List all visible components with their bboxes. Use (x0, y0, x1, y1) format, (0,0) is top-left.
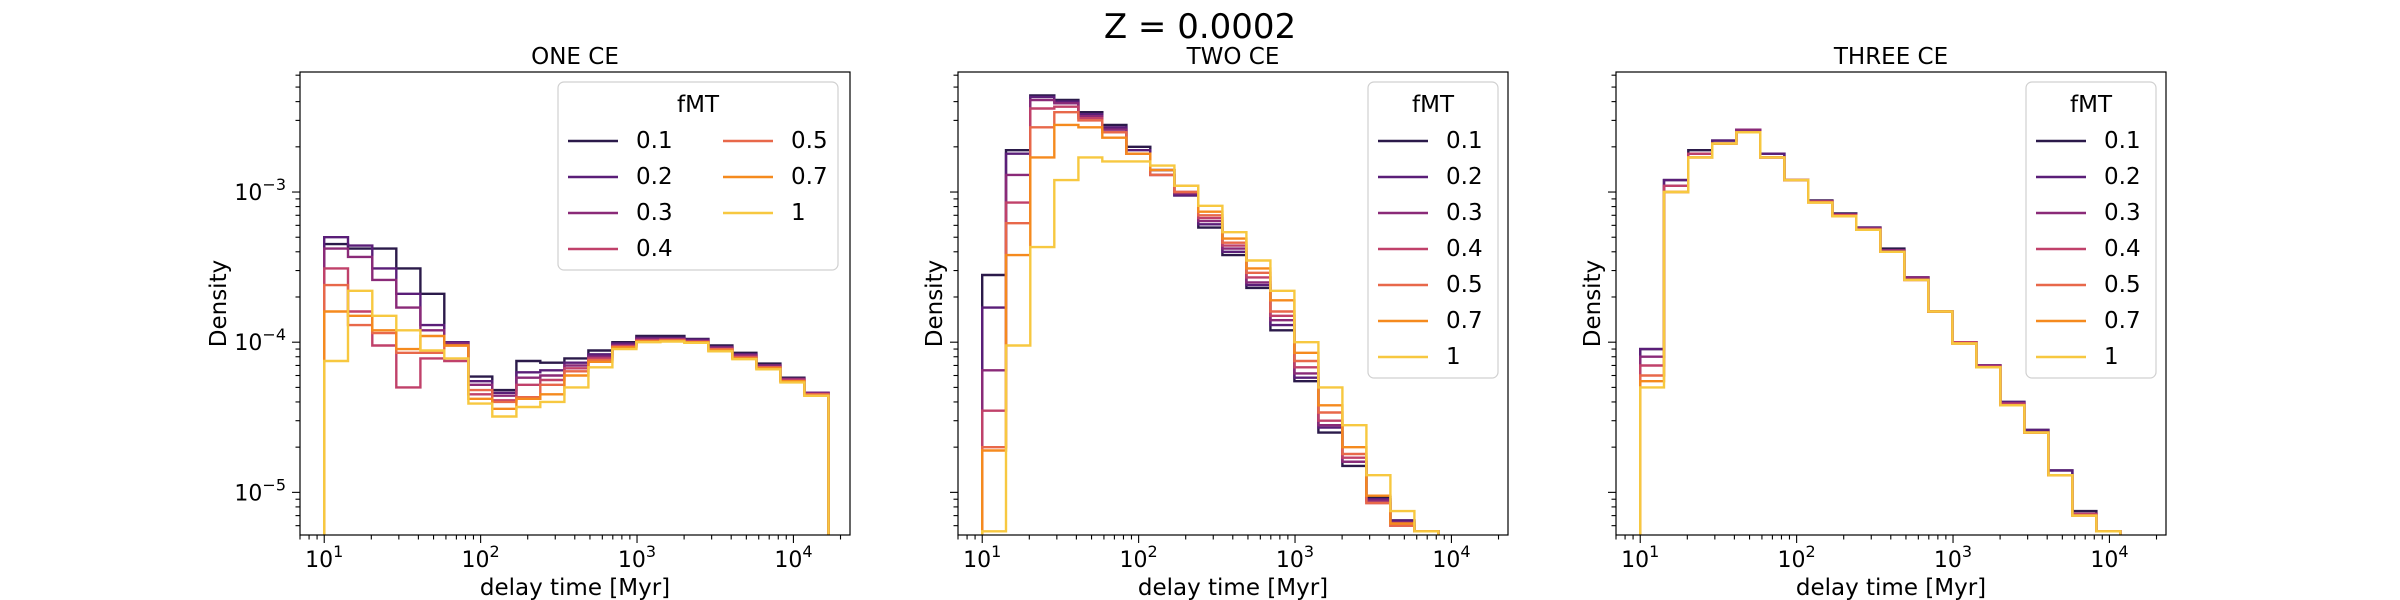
legend-label: 0.5 (2104, 272, 2141, 298)
panel-title: THREE CE (1833, 44, 1948, 70)
series-line-1 (1639, 131, 2122, 535)
legend-label: 0.1 (1446, 128, 1483, 154)
x-tick-label: 104 (2090, 542, 2128, 573)
legend-label: 0.2 (1446, 164, 1483, 190)
x-tick-label: 103 (1934, 542, 1972, 573)
series-line-0_1 (323, 242, 830, 535)
legend-item: 0.3 (568, 200, 673, 226)
legend-item: 0.1 (1378, 128, 1483, 154)
legend-title: fMT (2070, 92, 2113, 118)
x-tick-label: 102 (462, 542, 500, 573)
legend-item: 1 (1378, 344, 1461, 370)
legend-item: 0.1 (2036, 128, 2141, 154)
legend-item: 0.5 (1378, 272, 1483, 298)
series-group (981, 94, 1440, 535)
x-tick-label: 103 (1276, 542, 1314, 573)
legend-item: 0.7 (2036, 308, 2141, 334)
figure-title: Z = 0.0002 (1104, 7, 1296, 47)
legend-label: 0.5 (791, 128, 828, 154)
series-group (323, 236, 830, 535)
y-tick-label: 10−3 (234, 175, 286, 206)
legend-label: 0.7 (1446, 308, 1483, 334)
legend-item: 0.7 (723, 164, 828, 190)
panel-3: 101 102 103 104 THREE CE delay time [Myr] Dens… (1580, 44, 2167, 600)
legend-title: fMT (677, 92, 720, 118)
legend: fMT 0.1 0.2 0.3 0.4 0.5 0.7 1 (2025, 81, 2157, 379)
x-tick-label: 101 (963, 542, 1001, 573)
legend-label: 0.1 (636, 128, 673, 154)
series-line-0_5 (323, 283, 830, 535)
x-tick-label: 104 (1432, 542, 1470, 573)
legend-item: 0.7 (1378, 308, 1483, 334)
legend-item: 0.5 (723, 128, 828, 154)
y-axis-label: Density (1580, 260, 1606, 347)
legend-label: 0.3 (2104, 200, 2141, 226)
x-tick-label: 103 (618, 542, 656, 573)
x-tick-label: 104 (774, 542, 812, 573)
series-group (1639, 128, 2122, 535)
legend-label: 0.3 (636, 200, 673, 226)
legend-label: 0.4 (2104, 236, 2141, 262)
legend-item: 1 (2036, 344, 2119, 370)
legend-label: 1 (2104, 344, 2119, 370)
legend-title: fMT (1412, 92, 1455, 118)
panel-1: 101 102 103 104 10−5 10−4 10−3 ONE CE delay time… (206, 44, 851, 600)
x-axis-label: delay time [Myr] (480, 575, 670, 600)
x-tick-label: 101 (305, 542, 343, 573)
legend-box (1367, 81, 1499, 379)
legend-item: 0.4 (1378, 236, 1483, 262)
legend-box (2025, 81, 2157, 379)
x-tick-label: 102 (1778, 542, 1816, 573)
legend-label: 1 (1446, 344, 1461, 370)
legend-item: 0.3 (2036, 200, 2141, 226)
panels: 101 102 103 104 10−5 10−4 10−3 ONE CE delay time… (206, 44, 2167, 600)
legend-item: 0.4 (568, 236, 673, 262)
x-tick-label: 101 (1621, 542, 1659, 573)
legend-label: 0.2 (2104, 164, 2141, 190)
legend-label: 0.5 (1446, 272, 1483, 298)
x-tick-label: 102 (1120, 542, 1158, 573)
legend-label: 0.7 (791, 164, 828, 190)
legend-label: 0.4 (636, 236, 673, 262)
legend-label: 0.4 (1446, 236, 1483, 262)
legend-label: 0.2 (636, 164, 673, 190)
y-axis-label: Density (922, 260, 948, 347)
panel-2: 101 102 103 104 TWO CE delay time [Myr] Densit… (922, 44, 1509, 600)
legend-item: 0.5 (2036, 272, 2141, 298)
series-line-0_7 (323, 310, 830, 535)
series-line-1 (981, 156, 1440, 535)
legend-item: 1 (723, 200, 806, 226)
panel-title: ONE CE (531, 44, 619, 70)
legend-item: 0.4 (2036, 236, 2141, 262)
y-tick-label: 10−4 (234, 325, 286, 356)
legend-item: 0.2 (568, 164, 673, 190)
legend-item: 0.1 (568, 128, 673, 154)
x-axis-label: delay time [Myr] (1138, 575, 1328, 600)
legend-label: 0.7 (2104, 308, 2141, 334)
y-tick-label: 10−5 (234, 475, 286, 506)
y-axis-label: Density (206, 260, 232, 347)
legend-label: 0.1 (2104, 128, 2141, 154)
legend: fMT 0.1 0.2 0.3 0.4 0.5 0.7 1 (1367, 81, 1499, 379)
legend-label: 0.3 (1446, 200, 1483, 226)
x-axis-label: delay time [Myr] (1796, 575, 1986, 600)
panel-title: TWO CE (1186, 44, 1280, 70)
legend-item: 0.3 (1378, 200, 1483, 226)
legend-label: 1 (791, 200, 806, 226)
legend-item: 0.2 (2036, 164, 2141, 190)
legend-item: 0.2 (1378, 164, 1483, 190)
series-line-1 (323, 289, 830, 535)
legend-box (557, 81, 839, 271)
series-line-0_3 (323, 247, 830, 535)
